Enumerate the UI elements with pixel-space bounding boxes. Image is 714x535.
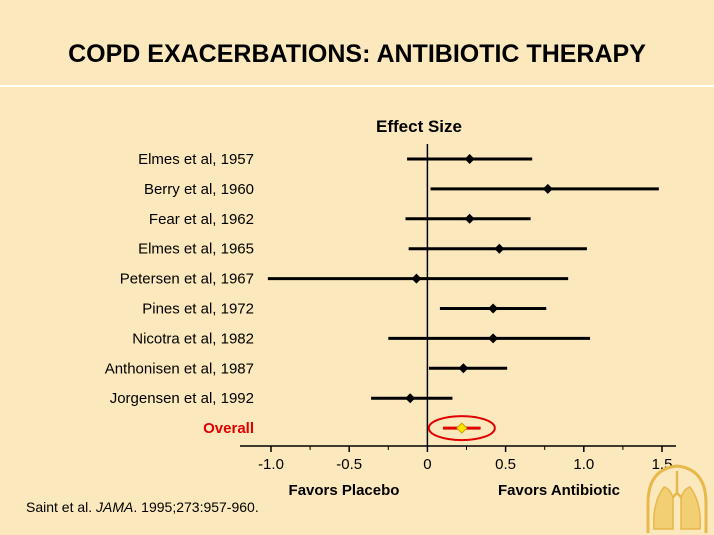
effect-marker bbox=[464, 213, 475, 224]
x-tick-label: 0.5 bbox=[495, 456, 516, 473]
x-tick-label: -1.0 bbox=[258, 456, 284, 473]
x-tick-label: 0 bbox=[423, 456, 431, 473]
study-label: Anthonisen et al, 1987 bbox=[105, 360, 254, 377]
citation: Saint et al. JAMA. 1995;273:957-960. bbox=[26, 499, 259, 515]
citation-details: . 1995;273:957-960. bbox=[133, 499, 259, 515]
study-label: Jorgensen et al, 1992 bbox=[110, 390, 254, 407]
study-label: Pines et al, 1972 bbox=[142, 301, 254, 318]
chart-title: Effect Size bbox=[376, 117, 462, 136]
favors-antibiotic-label: Favors Antibiotic bbox=[498, 482, 620, 499]
study-label: Fear et al, 1962 bbox=[149, 211, 254, 228]
effect-marker bbox=[488, 303, 499, 314]
favors-placebo-label: Favors Placebo bbox=[289, 482, 400, 499]
title-divider bbox=[0, 85, 714, 87]
effect-marker bbox=[405, 393, 416, 404]
lungs-logo-icon bbox=[646, 464, 708, 533]
overall-label: Overall bbox=[203, 420, 254, 437]
slide-title: COPD EXACERBATIONS: ANTIBIOTIC THERAPY bbox=[68, 40, 646, 68]
x-tick-label: -0.5 bbox=[336, 456, 362, 473]
effect-marker bbox=[458, 363, 469, 374]
effect-marker bbox=[411, 273, 422, 284]
study-label: Berry et al, 1960 bbox=[144, 181, 254, 198]
overall-effect-marker bbox=[456, 422, 468, 434]
citation-journal: JAMA bbox=[96, 499, 134, 515]
overall-highlight-ellipse bbox=[427, 415, 496, 442]
effect-marker bbox=[464, 154, 475, 164]
x-tick-label: 1.0 bbox=[573, 456, 594, 473]
citation-authors: Saint et al. bbox=[26, 499, 97, 515]
study-label: Elmes et al, 1957 bbox=[138, 151, 254, 168]
effect-marker bbox=[494, 243, 505, 254]
study-label: Nicotra et al, 1982 bbox=[132, 330, 254, 347]
study-label: Elmes et al, 1965 bbox=[138, 241, 254, 258]
effect-marker bbox=[542, 183, 553, 194]
study-label: Petersen et al, 1967 bbox=[120, 271, 254, 288]
effect-marker bbox=[488, 333, 499, 344]
